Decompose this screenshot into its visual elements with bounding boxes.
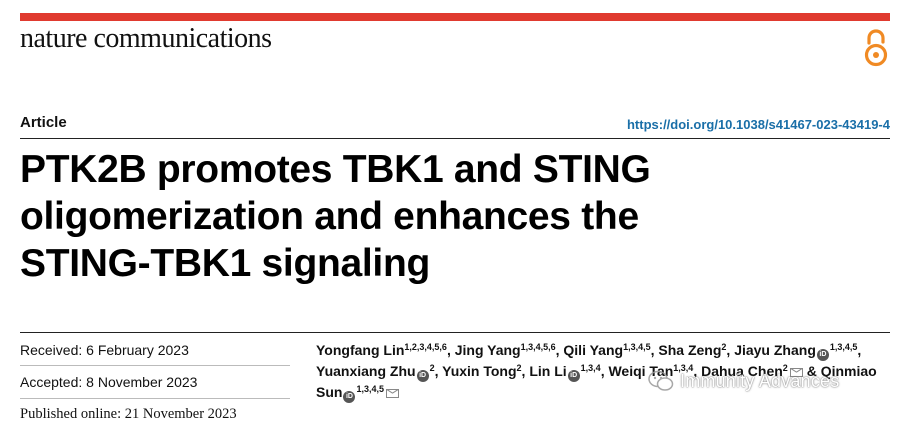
author-item: Weiqi Tan1,3,4 bbox=[608, 363, 693, 379]
orcid-icon[interactable]: iD bbox=[567, 370, 580, 382]
affiliation-marker: 2 bbox=[429, 363, 435, 373]
author-name[interactable]: Yuanxiang Zhu bbox=[316, 363, 416, 379]
affiliation-marker: 1,3,4,5 bbox=[829, 342, 858, 352]
author-item: Qili Yang1,3,4,5 bbox=[563, 342, 650, 358]
accepted-date: Accepted: 8 November 2023 bbox=[20, 374, 198, 390]
affiliation-marker: 1,3,4,5 bbox=[356, 384, 384, 394]
author-name[interactable]: Qinmiao Sun bbox=[316, 363, 877, 400]
mail-icon[interactable] bbox=[789, 368, 803, 377]
author-name[interactable]: Lin Li bbox=[529, 363, 567, 379]
affiliation-marker: 2 bbox=[782, 363, 788, 373]
author-item: Yongfang Lin1,2,3,4,5,6 bbox=[316, 342, 447, 358]
author-item: Qinmiao Sun iD1,3,4,5 bbox=[316, 363, 877, 403]
author-item: Yuanxiang Zhu iD2 bbox=[316, 363, 435, 382]
affiliation-marker: 1,3,4 bbox=[580, 363, 601, 373]
watermark: Immunity Advances bbox=[648, 370, 839, 392]
watermark-text: Immunity Advances bbox=[680, 370, 840, 391]
author-name[interactable]: Weiqi Tan bbox=[608, 363, 674, 379]
orcid-icon[interactable]: iD bbox=[416, 370, 429, 382]
affiliation-marker: 1,2,3,4,5,6 bbox=[404, 342, 447, 352]
author-item: Jiayu Zhang iD1,3,4,5 bbox=[734, 342, 858, 361]
affiliation-marker: 1,3,4,5 bbox=[623, 342, 651, 352]
doi-link[interactable]: https://doi.org/10.1038/s41467-023-43419… bbox=[626, 117, 890, 132]
author-item: Yuxin Tong2 bbox=[442, 363, 521, 379]
author-name[interactable]: Yongfang Lin bbox=[316, 342, 405, 358]
author-item: Lin Li iD1,3,4 bbox=[529, 363, 601, 382]
affiliation-marker: 2 bbox=[516, 363, 522, 373]
affiliation-marker: 1,3,4,5,6 bbox=[520, 342, 556, 352]
open-access-icon[interactable] bbox=[861, 28, 891, 68]
affiliation-marker: 1,3,4 bbox=[673, 363, 694, 373]
title-line: STING-TBK1 signaling bbox=[20, 242, 431, 285]
journal-name: nature communications bbox=[20, 23, 272, 54]
article-title: PTK2B promotes TBK1 and STING oligomeriz… bbox=[20, 146, 720, 287]
wechat-icon bbox=[648, 370, 674, 391]
author-name[interactable]: Sha Zeng bbox=[658, 342, 722, 358]
author-name[interactable]: Jing Yang bbox=[454, 342, 521, 358]
received-date: Received: 6 February 2023 bbox=[20, 342, 189, 358]
author-name[interactable]: Jiayu Zhang bbox=[734, 342, 816, 358]
author-item: Jing Yang1,3,4,5,6 bbox=[455, 342, 556, 358]
author-name[interactable]: Qili Yang bbox=[563, 342, 624, 358]
author-item: Dahua Chen2 bbox=[701, 363, 803, 379]
affiliation-marker: 2 bbox=[721, 342, 727, 352]
metadata-divider bbox=[20, 332, 890, 333]
author-name[interactable]: Yuxin Tong bbox=[442, 363, 517, 379]
title-line: PTK2B promotes TBK1 and STING bbox=[20, 148, 651, 191]
top-accent-bar bbox=[20, 13, 890, 21]
published-date: Published online: 21 November 2023 bbox=[20, 406, 237, 422]
title-line: oligomerization and enhances the bbox=[20, 195, 639, 238]
author-list: Yongfang Lin1,2,3,4,5,6, Jing Yang1,3,4,… bbox=[316, 340, 896, 403]
header-divider bbox=[20, 138, 890, 139]
date-divider bbox=[20, 398, 290, 399]
mail-icon[interactable] bbox=[385, 389, 399, 398]
article-type: Article bbox=[20, 114, 67, 131]
author-name[interactable]: Dahua Chen bbox=[701, 363, 783, 379]
date-divider bbox=[20, 365, 290, 366]
orcid-icon[interactable]: iD bbox=[343, 391, 356, 403]
author-item: Sha Zeng2 bbox=[658, 342, 726, 358]
orcid-icon[interactable]: iD bbox=[816, 349, 829, 361]
